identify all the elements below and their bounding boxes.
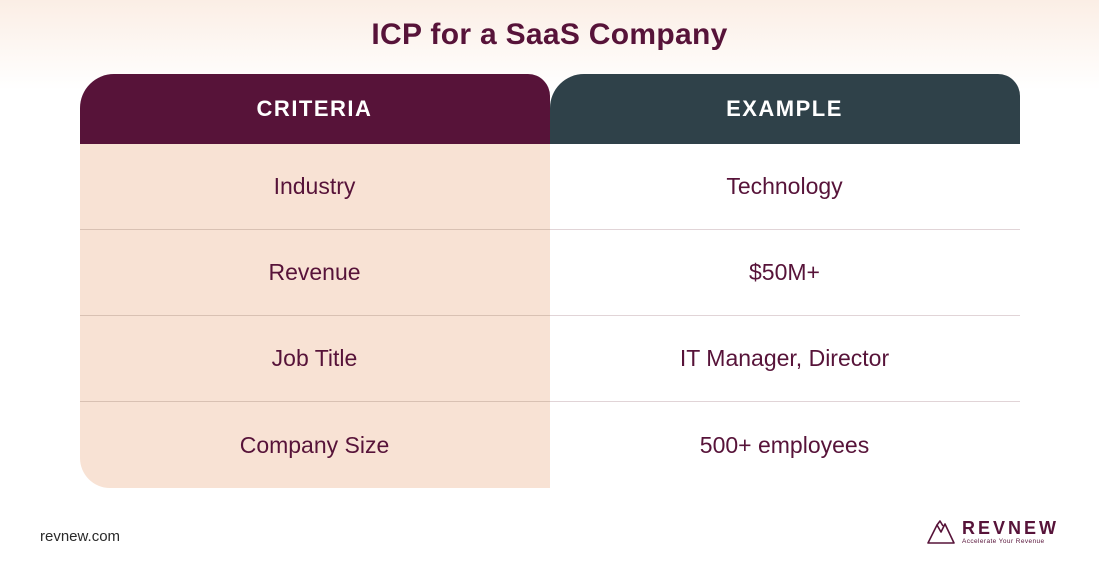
logo-text: REVNEW Accelerate Your Revenue xyxy=(962,519,1059,546)
page-title: ICP for a SaaS Company xyxy=(0,0,1099,52)
criteria-cell: Job Title xyxy=(80,316,550,402)
mountain-icon xyxy=(926,519,956,545)
icp-table: CRITERIA Industry Revenue Job Title Comp… xyxy=(80,74,1020,488)
criteria-cell: Revenue xyxy=(80,230,550,316)
example-header: EXAMPLE xyxy=(550,74,1020,144)
example-cell: $50M+ xyxy=(550,230,1020,316)
example-column: EXAMPLE Technology $50M+ IT Manager, Dir… xyxy=(550,74,1020,488)
example-cell: 500+ employees xyxy=(550,402,1020,488)
example-cell: IT Manager, Director xyxy=(550,316,1020,402)
logo-name: REVNEW xyxy=(962,519,1059,537)
criteria-header: CRITERIA xyxy=(80,74,550,144)
criteria-column: CRITERIA Industry Revenue Job Title Comp… xyxy=(80,74,550,488)
example-cell: Technology xyxy=(550,144,1020,230)
criteria-cell: Industry xyxy=(80,144,550,230)
footer-url: revnew.com xyxy=(40,528,120,545)
logo-tagline: Accelerate Your Revenue xyxy=(962,539,1059,546)
example-body: Technology $50M+ IT Manager, Director 50… xyxy=(550,144,1020,488)
brand-logo: REVNEW Accelerate Your Revenue xyxy=(926,519,1059,546)
criteria-body: Industry Revenue Job Title Company Size xyxy=(80,144,550,488)
criteria-cell: Company Size xyxy=(80,402,550,488)
footer: revnew.com REVNEW Accelerate Your Revenu… xyxy=(40,519,1059,546)
